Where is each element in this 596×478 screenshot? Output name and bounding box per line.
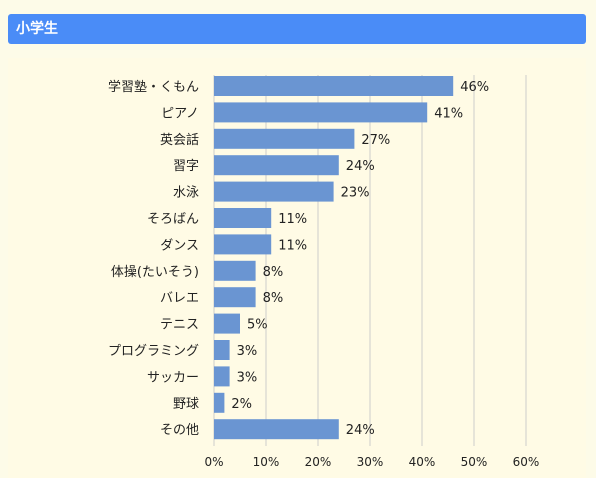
category-label: テニス	[160, 318, 199, 333]
bar	[214, 181, 334, 202]
section-title: 小学生	[16, 21, 58, 37]
bar	[214, 287, 256, 308]
value-label: 11%	[278, 212, 307, 227]
category-label: 習字	[173, 159, 199, 174]
bar	[214, 340, 230, 360]
value-label: 46%	[460, 80, 489, 95]
bar	[214, 155, 339, 176]
value-label: 41%	[434, 106, 463, 121]
category-label: そろばん	[147, 212, 199, 227]
bar	[214, 392, 225, 413]
x-tick-label: 0%	[204, 455, 223, 469]
x-tick-label: 30%	[357, 455, 384, 469]
value-label: 24%	[346, 159, 375, 174]
x-tick-label: 20%	[305, 455, 332, 469]
category-label: ピアノ	[161, 106, 199, 121]
category-label: バレエ	[160, 291, 199, 306]
bar	[214, 208, 272, 228]
value-label: 8%	[263, 291, 284, 306]
category-label: 学習塾・くもん	[108, 79, 199, 95]
x-tick-label: 10%	[253, 455, 280, 469]
value-label: 27%	[361, 133, 390, 148]
category-label: 英会話	[160, 132, 199, 148]
chart-panel	[8, 58, 586, 478]
bar	[214, 260, 256, 281]
value-label: 24%	[346, 423, 375, 438]
x-tick-label: 40%	[409, 455, 436, 469]
bar	[214, 234, 272, 255]
bar	[214, 366, 230, 387]
bar	[214, 313, 240, 334]
x-tick-label: 50%	[461, 455, 488, 469]
value-label: 11%	[278, 238, 307, 253]
category-label: 体操(たいそう)	[111, 264, 199, 280]
bar	[214, 419, 339, 440]
bar	[214, 76, 454, 96]
value-label: 8%	[263, 265, 284, 280]
category-label: ダンス	[160, 238, 199, 253]
category-label: 野球	[173, 397, 199, 412]
category-label: 水泳	[173, 186, 199, 201]
labels: 0% 10% 20% 30% 40% 50% 60% 学習塾・くもん 46% ピアノ 41% 英会話 2…	[108, 79, 539, 469]
category-label: プログラミング	[108, 344, 199, 359]
value-label: 3%	[237, 344, 258, 359]
bar	[214, 102, 428, 123]
value-label: 23%	[341, 186, 370, 201]
bars	[214, 76, 454, 440]
section-header: 小学生	[8, 14, 586, 44]
category-label: その他	[160, 423, 199, 438]
x-tick-label: 60%	[513, 455, 540, 469]
bar	[214, 128, 355, 149]
value-label: 2%	[231, 397, 252, 412]
category-label: サッカー	[147, 370, 199, 385]
value-label: 3%	[237, 370, 258, 385]
value-label: 5%	[247, 318, 268, 333]
